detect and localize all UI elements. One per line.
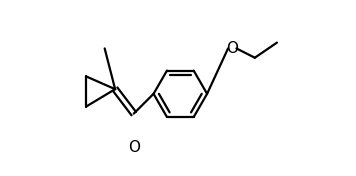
Text: O: O — [128, 140, 140, 155]
Text: O: O — [226, 41, 238, 56]
